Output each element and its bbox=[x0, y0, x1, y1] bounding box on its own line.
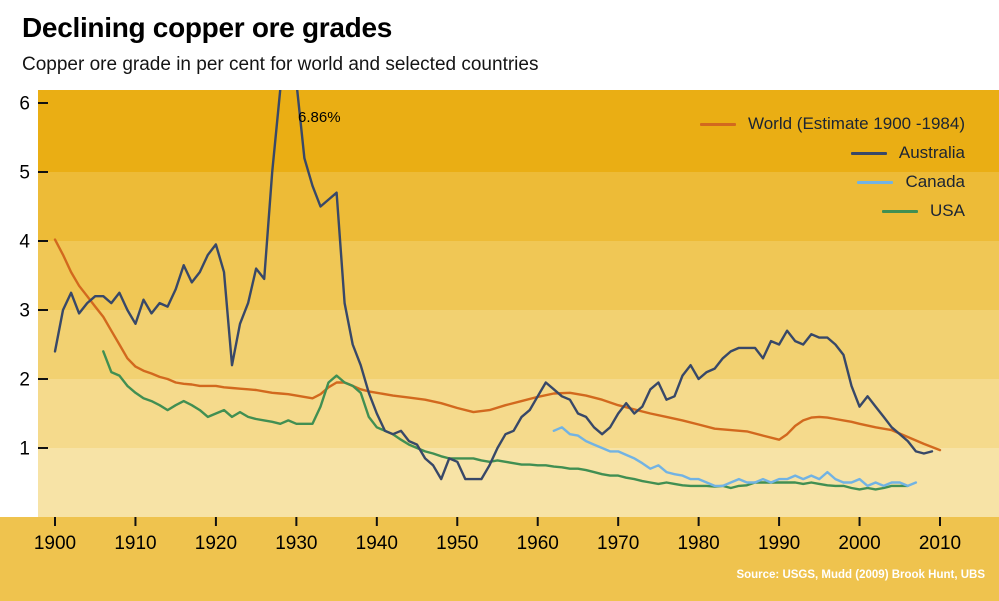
series-line-australia bbox=[53, 90, 934, 481]
series-line-canada bbox=[552, 426, 918, 488]
x-axis-label: 1950 bbox=[436, 533, 478, 554]
page-subtitle: Copper ore grade in per cent for world a… bbox=[22, 54, 539, 75]
legend-swatch-usa bbox=[882, 209, 919, 213]
y-axis-margin bbox=[0, 90, 38, 517]
legend-label-australia: Australia bbox=[898, 143, 965, 162]
legend-swatch-world bbox=[699, 122, 736, 126]
legend-item-world: World (Estimate 1900 -1984) bbox=[699, 114, 965, 134]
x-axis-label: 1990 bbox=[758, 533, 800, 554]
x-axis-label: 1980 bbox=[677, 533, 719, 554]
x-axis-label: 1920 bbox=[195, 533, 237, 554]
x-axis-label: 1960 bbox=[517, 533, 559, 554]
legend: World (Estimate 1900 -1984) Australia Ca… bbox=[699, 114, 965, 221]
x-axis-label: 2010 bbox=[919, 533, 961, 554]
legend-item-usa: USA bbox=[882, 201, 965, 221]
y-axis-label: 3 bbox=[19, 301, 30, 322]
legend-swatch-canada bbox=[857, 180, 894, 184]
legend-item-australia: Australia bbox=[850, 143, 965, 163]
chart-canvas: 1 2 3 4 5 6 1900 1910 1920 1930 1940 1950 1960 1970 19… bbox=[0, 90, 999, 601]
legend-label-usa: USA bbox=[930, 201, 965, 220]
x-axis-label: 2000 bbox=[838, 533, 880, 554]
legend-item-canada: Canada bbox=[857, 172, 965, 192]
y-axis-label: 1 bbox=[19, 439, 30, 460]
axis-strip bbox=[0, 517, 999, 601]
source-credit: Source: USGS, Mudd (2009) Brook Hunt, UB… bbox=[736, 569, 985, 581]
x-axis-label: 1940 bbox=[356, 533, 398, 554]
y-axis-label: 4 bbox=[19, 232, 30, 253]
chart-region: 1 2 3 4 5 6 1900 1910 1920 1930 1940 1950 1960 1970 19… bbox=[0, 90, 999, 601]
series-line-world-estimate bbox=[53, 238, 942, 452]
plot-band-5-6 bbox=[38, 90, 999, 172]
x-axis-label: 1910 bbox=[114, 533, 156, 554]
legend-swatch-australia bbox=[850, 151, 887, 155]
y-axis-label: 2 bbox=[19, 370, 30, 391]
legend-label-world: World (Estimate 1900 -1984) bbox=[747, 114, 965, 133]
x-axis-label: 1930 bbox=[275, 533, 317, 554]
plot-band-2-3 bbox=[38, 310, 999, 379]
plot-band-4-5 bbox=[38, 172, 999, 241]
plot-band-0-1 bbox=[38, 448, 999, 517]
peak-annotation: 6.86% bbox=[298, 109, 341, 126]
x-axis-label: 1970 bbox=[597, 533, 639, 554]
legend-label-canada: Canada bbox=[905, 172, 965, 191]
plot-band-3-4 bbox=[38, 241, 999, 310]
plot-band-1-2 bbox=[38, 379, 999, 448]
y-axis-label: 6 bbox=[19, 94, 30, 115]
page-title: Declining copper ore grades bbox=[22, 12, 392, 43]
figure-header: Declining copper ore grades Copper ore g… bbox=[0, 0, 999, 90]
y-axis-label: 5 bbox=[19, 163, 30, 184]
x-axis-label: 1900 bbox=[34, 533, 76, 554]
